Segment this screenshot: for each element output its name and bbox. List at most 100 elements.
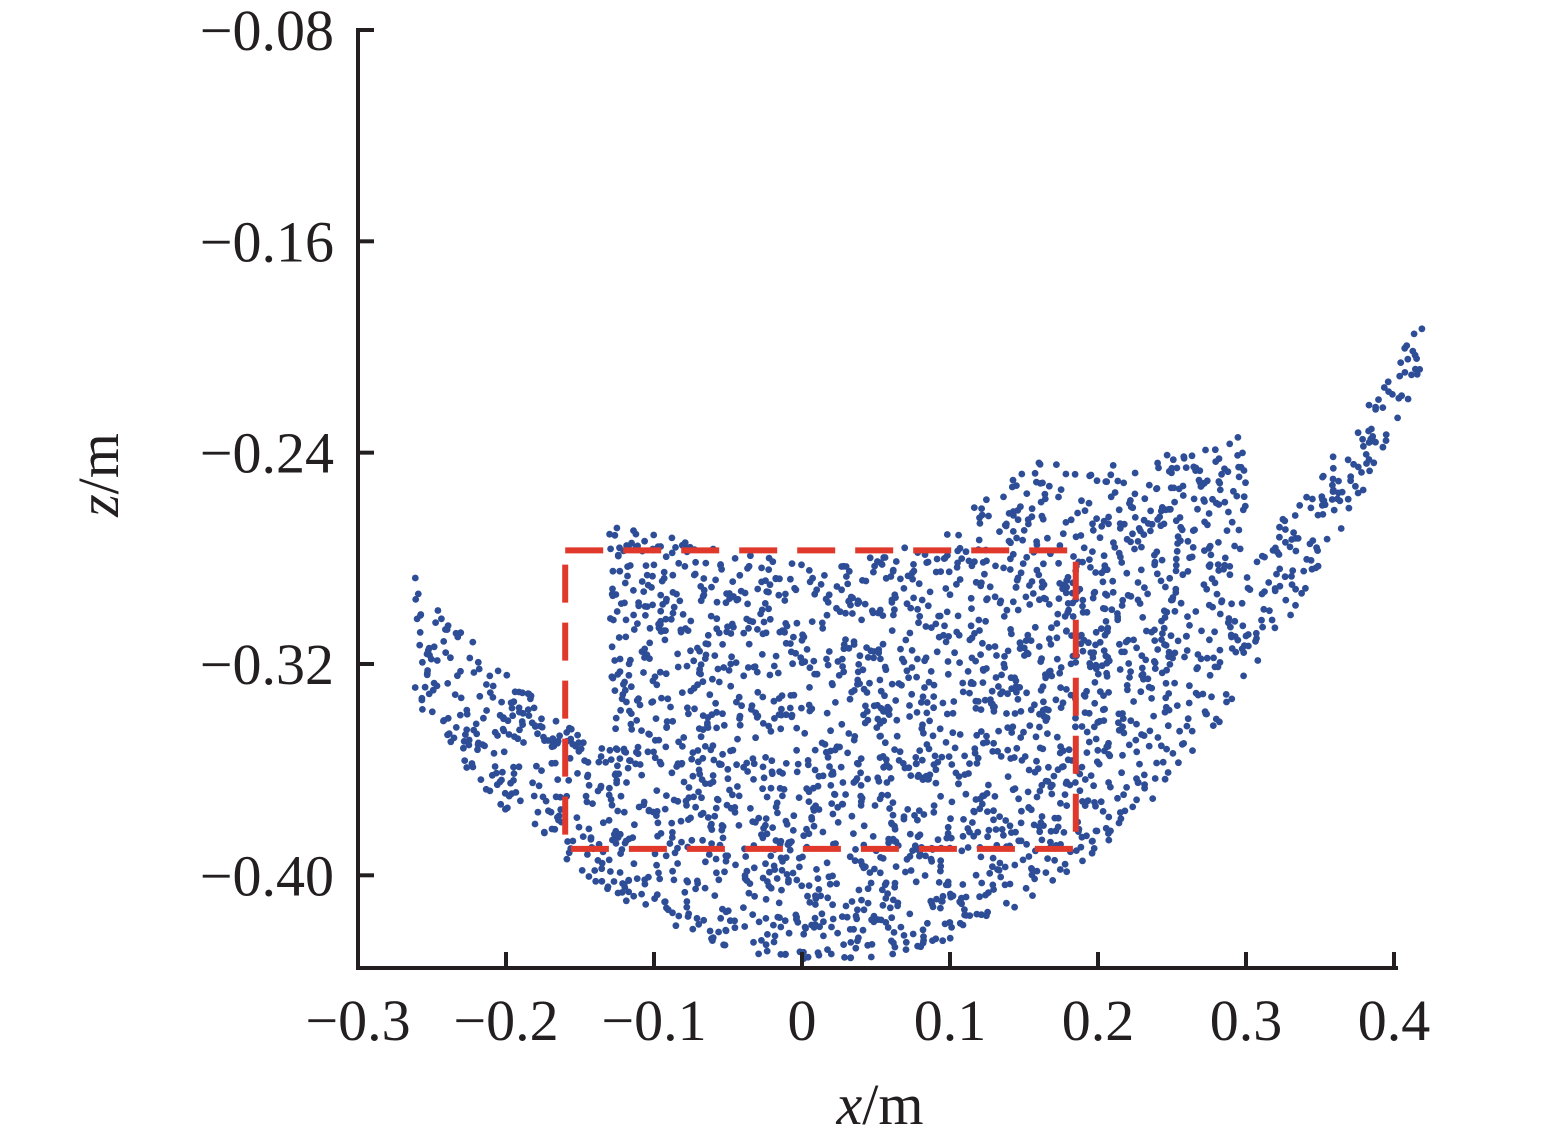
data-point — [483, 707, 490, 714]
data-point — [1235, 463, 1242, 471]
data-point — [1174, 540, 1181, 547]
data-point — [416, 629, 424, 636]
data-point — [753, 668, 761, 676]
data-point — [943, 834, 951, 842]
y-axis-ticks: −0.08−0.16−0.24−0.32−0.40 — [200, 0, 374, 908]
data-point — [680, 778, 688, 786]
data-point — [919, 939, 927, 947]
data-point — [602, 758, 610, 766]
data-point — [1037, 498, 1045, 506]
data-point — [854, 681, 861, 688]
data-point — [634, 620, 641, 627]
data-point — [783, 820, 791, 828]
data-point — [978, 800, 986, 808]
data-point — [1099, 808, 1107, 815]
data-point — [763, 947, 771, 955]
data-point — [806, 707, 814, 715]
data-point — [724, 765, 732, 773]
data-point — [770, 938, 778, 946]
data-point — [1120, 520, 1128, 528]
data-point — [620, 880, 628, 888]
data-point — [1022, 593, 1030, 601]
data-point — [858, 616, 865, 624]
data-point — [846, 853, 854, 861]
data-point — [1157, 742, 1165, 750]
data-point — [860, 822, 868, 830]
data-point — [613, 779, 620, 787]
data-point — [1120, 791, 1127, 799]
data-point — [1216, 646, 1224, 654]
data-point — [511, 733, 518, 740]
data-point — [1063, 868, 1071, 876]
data-point — [617, 792, 625, 800]
data-point — [1164, 722, 1172, 730]
data-point — [669, 867, 676, 875]
data-point — [1053, 634, 1061, 642]
data-point — [694, 644, 701, 652]
data-point — [884, 791, 892, 799]
data-point — [800, 832, 808, 840]
data-point — [759, 630, 767, 638]
data-point — [821, 572, 828, 579]
data-point — [1144, 590, 1151, 598]
data-point — [1111, 489, 1119, 496]
data-point — [1194, 651, 1202, 658]
data-point — [732, 659, 740, 666]
data-point — [1038, 781, 1046, 789]
data-point — [418, 696, 426, 704]
data-point — [612, 725, 619, 733]
data-point — [694, 681, 701, 689]
data-point — [867, 953, 875, 961]
data-point — [778, 866, 786, 874]
data-point — [1205, 510, 1213, 517]
data-point — [891, 837, 899, 845]
data-point — [1119, 715, 1127, 722]
data-point — [440, 717, 447, 725]
data-point — [857, 798, 865, 805]
data-point — [1214, 561, 1222, 568]
data-point — [770, 921, 777, 929]
data-point — [612, 714, 620, 722]
data-point — [793, 876, 801, 884]
data-point — [1337, 525, 1345, 532]
data-point — [876, 676, 884, 684]
data-point — [657, 591, 665, 599]
data-point — [1035, 571, 1043, 579]
data-point — [638, 771, 646, 779]
data-point — [798, 636, 806, 644]
data-point — [995, 727, 1002, 735]
data-point — [961, 771, 969, 778]
data-point — [840, 941, 847, 948]
data-point — [735, 822, 743, 829]
data-point — [443, 626, 451, 633]
data-point — [834, 819, 842, 826]
data-point — [838, 655, 846, 663]
data-point — [1020, 527, 1028, 534]
data-point — [794, 760, 802, 768]
data-point — [1042, 674, 1049, 682]
data-point — [669, 909, 676, 917]
data-point — [1397, 359, 1405, 366]
data-point — [750, 938, 757, 946]
data-point — [700, 575, 708, 582]
data-point — [1182, 464, 1190, 471]
data-point — [805, 788, 813, 796]
data-point — [1167, 632, 1175, 640]
data-point — [641, 880, 649, 888]
data-point — [1412, 365, 1419, 373]
data-point — [970, 504, 978, 511]
data-point — [1003, 710, 1010, 717]
data-point — [762, 860, 769, 868]
data-point — [1281, 517, 1289, 525]
data-point — [956, 659, 963, 666]
data-point — [1166, 661, 1174, 668]
data-point — [1088, 838, 1096, 845]
data-point — [1344, 495, 1352, 503]
data-point — [565, 849, 573, 857]
data-point — [838, 586, 845, 594]
data-point — [1213, 590, 1221, 598]
data-point — [805, 882, 813, 889]
data-point — [1408, 371, 1415, 379]
data-point — [938, 753, 946, 761]
data-point — [457, 694, 465, 702]
